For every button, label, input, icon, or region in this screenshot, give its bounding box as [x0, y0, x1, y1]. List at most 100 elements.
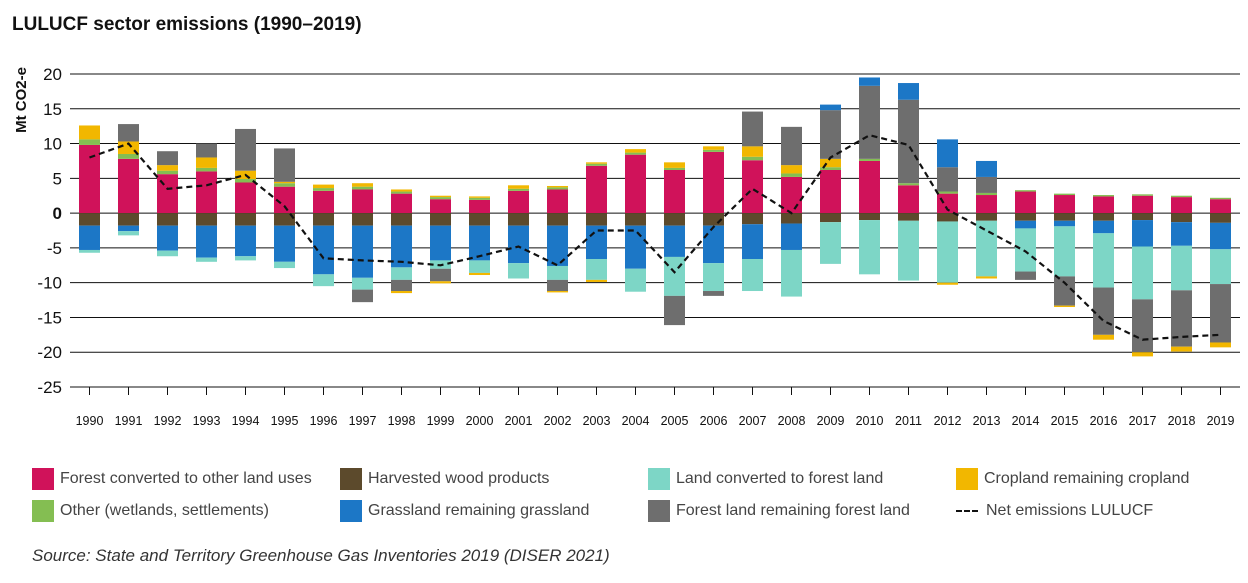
bar-segment-cropland — [157, 165, 178, 171]
bar-segment-cropland — [664, 162, 685, 168]
bar-segment-cropland — [391, 189, 412, 192]
bar-segment-forest-converted — [1171, 197, 1192, 214]
bar-segment-harvested-wood — [664, 213, 685, 226]
bar-segment-land-to-forest — [898, 220, 919, 281]
bar-segment-other — [664, 167, 685, 170]
bar-segment-land-to-forest — [1132, 246, 1153, 300]
bar-segment-forest-remaining — [976, 176, 997, 193]
bar-segment-forest-remaining — [820, 110, 841, 159]
y-tick-label: -10 — [37, 274, 62, 293]
bar-segment-land-to-forest — [859, 220, 880, 275]
bar-segment-other — [1054, 193, 1075, 196]
bar-segment-grassland — [859, 77, 880, 86]
bar-segment-forest-remaining — [703, 291, 724, 296]
legend-label: Harvested wood products — [368, 470, 550, 487]
legend-item-grassland: Grassland remaining grassland — [340, 500, 589, 522]
bar-segment-forest-converted — [508, 190, 529, 214]
bar-segment-other — [157, 170, 178, 175]
x-tick-label: 2004 — [622, 414, 650, 428]
legend-item-land-to-forest: Land converted to forest land — [648, 468, 883, 490]
bar-segment-harvested-wood — [352, 213, 373, 226]
x-tick-label: 2016 — [1090, 414, 1118, 428]
bar-segment-cropland — [1093, 334, 1114, 340]
legend-label: Forest converted to other land uses — [60, 470, 312, 487]
legend-swatch-net — [956, 500, 978, 522]
legend-item-other: Other (wetlands, settlements) — [32, 500, 269, 522]
y-tick-label: 10 — [43, 135, 62, 154]
bar-segment-forest-converted — [1093, 196, 1114, 214]
bar-segment-land-to-forest — [976, 220, 997, 277]
x-tick-label: 2006 — [700, 414, 728, 428]
bar-segment-harvested-wood — [196, 213, 217, 226]
bar-segment-forest-converted — [118, 158, 139, 214]
bar-segment-grassland — [1210, 222, 1231, 250]
bar-segment-forest-remaining — [1015, 271, 1036, 280]
bar-segment-other — [196, 167, 217, 172]
y-tick-label: -15 — [37, 308, 62, 327]
legend-item-forest-converted: Forest converted to other land uses — [32, 468, 312, 490]
bar-segment-grassland — [625, 225, 646, 269]
bar-segment-land-to-forest — [820, 222, 841, 264]
bar-segment-forest-remaining — [1210, 284, 1231, 343]
bar-segment-forest-converted — [313, 190, 334, 214]
bar-segment-cropland — [430, 195, 451, 198]
bar-segment-harvested-wood — [1210, 213, 1231, 223]
bar-segment-grassland — [118, 225, 139, 232]
legend-label: Cropland remaining cropland — [984, 470, 1190, 487]
bar-segment-other — [391, 191, 412, 194]
bar-segment-other — [937, 191, 958, 194]
bar-segment-forest-converted — [1015, 191, 1036, 214]
x-tick-label: 2013 — [973, 414, 1001, 428]
bar-segment-harvested-wood — [586, 213, 607, 226]
x-tick-label: 2002 — [544, 414, 572, 428]
bar-segment-harvested-wood — [742, 213, 763, 225]
bar-segment-harvested-wood — [430, 213, 451, 226]
bar-segment-grassland — [352, 225, 373, 278]
bar-segment-forest-converted — [937, 193, 958, 214]
bar-segment-grassland — [235, 225, 256, 257]
bar-segment-harvested-wood — [547, 213, 568, 226]
bar-segment-cropland — [1210, 342, 1231, 348]
bar-segment-forest-converted — [79, 144, 100, 214]
bar-segment-grassland — [937, 139, 958, 168]
legend-swatch-other — [32, 500, 54, 522]
bar-segment-grassland — [274, 225, 295, 262]
bar-segment-harvested-wood — [1171, 213, 1192, 223]
x-tick-label: 1994 — [232, 414, 260, 428]
bar-segment-harvested-wood — [1093, 213, 1114, 221]
bar-segment-harvested-wood — [976, 213, 997, 221]
bar-segment-forest-converted — [898, 185, 919, 214]
bar-segment-cropland — [976, 276, 997, 279]
bar-segment-land-to-forest — [625, 268, 646, 292]
x-tick-label: 2011 — [895, 414, 922, 428]
bar-segment-forest-remaining — [937, 167, 958, 192]
bar-segment-forest-converted — [1054, 195, 1075, 214]
bar-segment-harvested-wood — [469, 213, 490, 226]
bar-segment-forest-remaining — [1132, 299, 1153, 353]
bar-segment-harvested-wood — [79, 213, 100, 226]
bar-segment-harvested-wood — [625, 213, 646, 226]
y-tick-label: 15 — [43, 100, 62, 119]
bar-segment-other — [1093, 195, 1114, 197]
bar-segment-forest-converted — [1210, 199, 1231, 214]
bar-segment-forest-converted — [625, 154, 646, 214]
bar-segment-forest-remaining — [1171, 290, 1192, 347]
bar-segment-forest-converted — [703, 151, 724, 214]
bar-segment-land-to-forest — [586, 259, 607, 280]
bar-segment-other — [352, 186, 373, 190]
legend-item-cropland: Cropland remaining cropland — [956, 468, 1189, 490]
bar-segment-other — [820, 167, 841, 170]
bar-segment-land-to-forest — [235, 256, 256, 261]
x-tick-label: 1993 — [193, 414, 221, 428]
legend-label: Grassland remaining grassland — [368, 502, 590, 519]
bar-segment-other — [625, 152, 646, 155]
bar-segment-grassland — [586, 225, 607, 260]
legend-swatch-grassland — [340, 500, 362, 522]
bar-segment-harvested-wood — [157, 213, 178, 226]
legend-item-harvested-wood: Harvested wood products — [340, 468, 549, 490]
bar-segment-other — [547, 187, 568, 190]
x-tick-label: 2008 — [778, 414, 806, 428]
bar-segment-forest-converted — [547, 189, 568, 214]
x-tick-label: 2005 — [661, 414, 689, 428]
legend-label: Land converted to forest land — [676, 470, 884, 487]
